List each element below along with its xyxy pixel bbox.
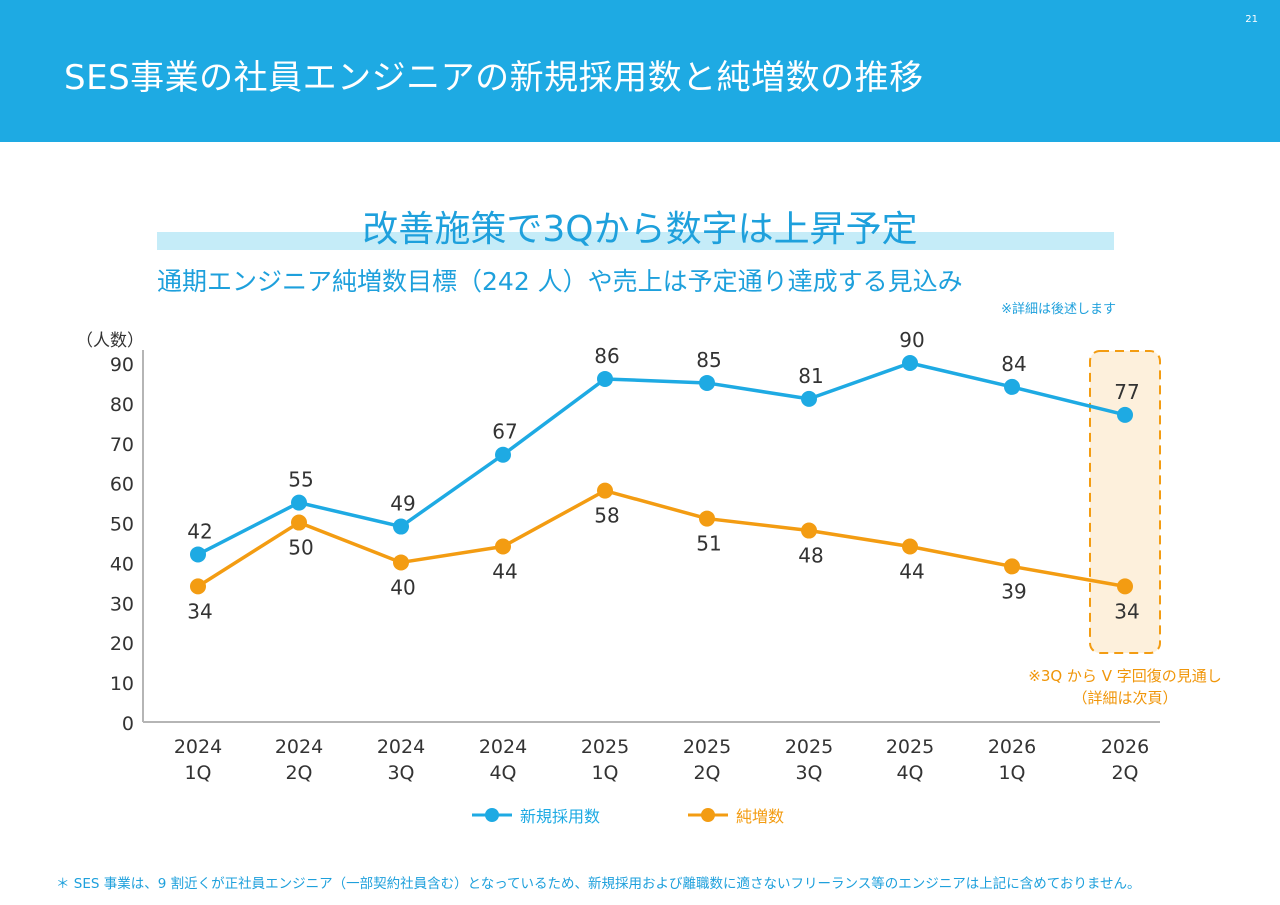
annotation-line-1: ※3Q から V 字回復の見通し [1028,667,1222,685]
data-point [190,578,206,595]
y-tick-label: 80 [110,394,134,416]
y-tick-label: 90 [110,354,134,376]
data-label: 44 [899,559,924,583]
data-point [1004,378,1020,395]
data-label: 49 [390,492,415,516]
y-tick-label: 50 [110,514,134,536]
y-tick-label: 40 [110,553,134,575]
legend-item-hires: 新規採用数 [472,803,600,827]
x-tick-label-year: 2024 [479,736,527,758]
data-label: 48 [798,544,823,568]
data-point [902,538,918,555]
page-title: SES事業の社員エンジニアの新規採用数と純増数の推移 [64,58,924,98]
data-point [291,494,307,511]
x-tick-label-quarter: 3Q [387,762,414,784]
data-point [597,482,613,499]
legend-marker-hires [472,808,512,822]
headline: 改善施策で3Qから数字は上昇予定 [362,209,918,250]
highlight-box [1089,350,1161,654]
data-point [597,370,613,387]
x-tick-label-year: 2026 [988,736,1036,758]
data-label: 77 [1114,380,1139,404]
x-tick-label-year: 2024 [174,736,222,758]
data-label: 42 [187,519,212,543]
x-tick-label-quarter: 4Q [896,762,923,784]
data-label: 85 [696,348,721,372]
x-tick-label-year: 2025 [683,736,731,758]
x-tick-label-quarter: 1Q [998,762,1025,784]
series-line-net [197,488,1126,589]
data-point [801,390,817,407]
legend-marker-net [688,808,728,822]
x-tick-label-year: 2024 [275,736,323,758]
header-banner: 21 SES事業の社員エンジニアの新規採用数と純増数の推移 [0,0,1280,142]
data-point [1117,578,1133,595]
legend-label-hires: 新規採用数 [520,807,601,826]
data-label: 34 [187,599,212,623]
subheadline: 通期エンジニア純増数目標（242 人）や売上は予定通り達成する見込み [157,267,963,296]
recovery-annotation: ※3Q から V 字回復の見通し （詳細は次頁） [1000,665,1250,709]
data-point [902,355,918,371]
data-point [393,518,409,535]
data-point [1004,558,1020,575]
data-label: 84 [1001,352,1026,376]
data-label: 39 [1001,579,1026,603]
data-point [393,554,409,571]
footnote: ＊ SES 事業は、9 割近くが正社員エンジニア（一部契約社員含む）となっている… [56,876,1141,892]
y-tick-label: 20 [110,633,134,655]
x-tick-label-year: 2024 [377,736,425,758]
x-tick-label-quarter: 2Q [1111,762,1138,784]
series-line-hires [197,361,1126,557]
legend-item-net: 純増数 [688,803,784,827]
data-label: 67 [492,420,517,444]
y-tick-label: 0 [122,713,134,735]
data-label: 40 [390,575,415,599]
data-point [801,522,817,539]
y-tick-label: 70 [110,434,134,456]
x-tick-label-year: 2026 [1101,736,1149,758]
y-tick-label: 30 [110,593,134,615]
subnote: ※詳細は後述します [1001,302,1116,317]
data-point [699,374,715,391]
data-label: 55 [288,468,313,492]
data-point [495,446,511,463]
x-tick-label-quarter: 1Q [184,762,211,784]
x-tick-label-quarter: 2Q [285,762,312,784]
data-point [291,514,307,531]
headline-highlight-bar [157,232,1114,250]
page-number: 21 [1245,14,1258,25]
data-point [699,510,715,527]
data-point [495,538,511,555]
y-tick-label: 60 [110,474,134,496]
data-point [1117,406,1133,423]
data-point [190,546,206,563]
x-tick-label-quarter: 3Q [795,762,822,784]
x-tick-label-year: 2025 [785,736,833,758]
data-label: 58 [594,504,619,528]
data-label: 50 [288,536,313,560]
data-label: 44 [492,559,517,583]
x-tick-label-quarter: 1Q [591,762,618,784]
data-label: 34 [1114,599,1139,623]
data-label: 51 [696,532,721,556]
x-tick-label-year: 2025 [886,736,934,758]
y-axis-label: （人数） [76,331,144,351]
x-tick-label-year: 2025 [581,736,629,758]
data-label: 86 [594,344,619,368]
x-tick-label-quarter: 2Q [693,762,720,784]
annotation-line-2: （詳細は次頁） [1072,689,1178,707]
data-label: 90 [899,328,924,352]
legend-label-net: 純増数 [736,807,785,826]
y-tick-label: 10 [110,673,134,695]
x-tick-label-quarter: 4Q [489,762,516,784]
data-label: 81 [798,364,823,388]
